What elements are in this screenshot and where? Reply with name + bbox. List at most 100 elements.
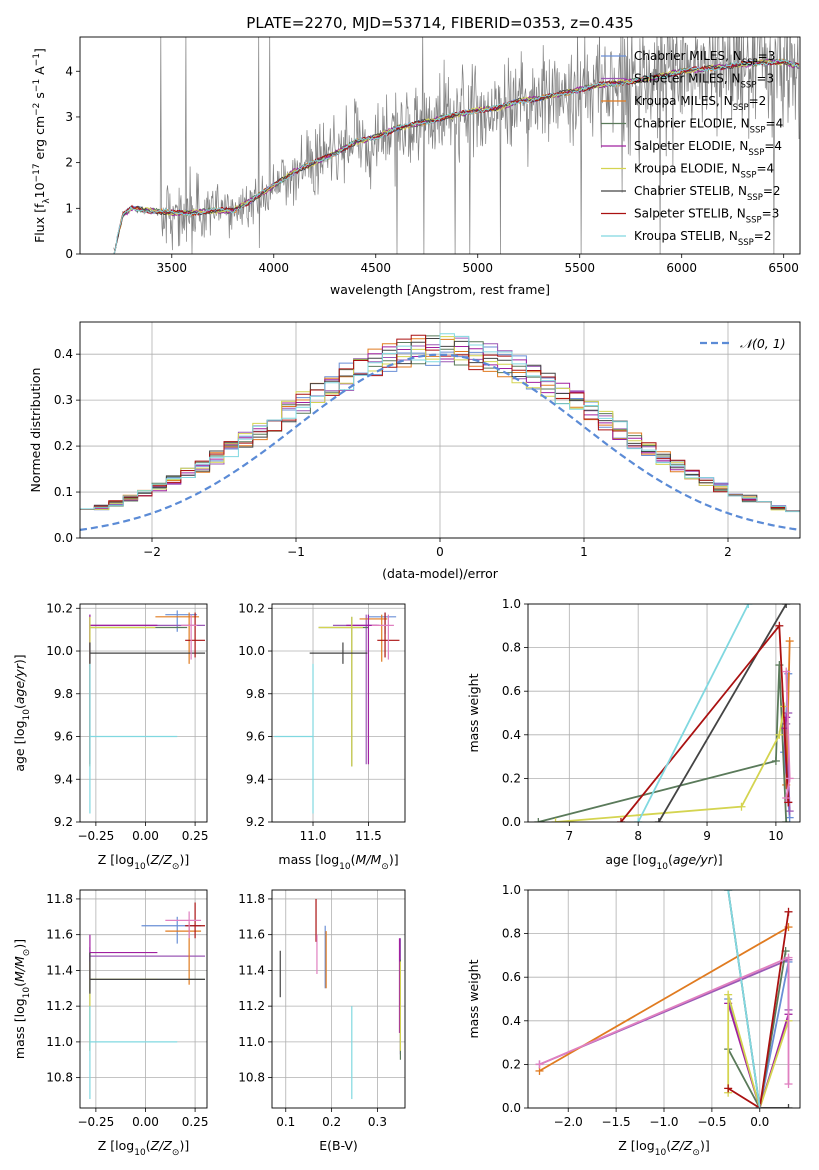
model-spectrum-3: [113, 58, 800, 254]
weight-line-6: [555, 706, 786, 822]
data-point: [274, 663, 314, 814]
y-tick-label: 0.4: [54, 347, 73, 361]
y-tick-label: 11.4: [46, 963, 73, 977]
model-spectrum-2: [113, 60, 800, 254]
x-tick-label: 5000: [462, 261, 493, 275]
y-tick-label: 0.8: [502, 927, 521, 941]
y-tick-label: 10.0: [238, 644, 265, 658]
panel-residuals: −2 −1 0 1 2 0.0 0.1 0.2 0.3 0.4 (data-model)/error…: [28, 321, 801, 581]
x-tick-label: 6000: [666, 261, 697, 275]
x-tick-label: −0.25: [77, 1115, 114, 1129]
y-tick-label: 10.2: [238, 601, 265, 615]
x-tick-label: 7: [565, 829, 573, 843]
data-point: [332, 614, 378, 765]
y-axis-label: mass weight: [466, 673, 481, 752]
plot-area-mass-vs-EBV: [279, 898, 402, 1100]
y-tick-label: 0.0: [502, 815, 521, 829]
x-tick-label: 2: [724, 545, 732, 559]
x-tick-label: 10: [768, 829, 783, 843]
y-tick-label: 9.2: [246, 815, 265, 829]
weight-marker: [654, 818, 663, 822]
y-tick-label: 0.1: [54, 485, 73, 499]
model-spectrum-4: [113, 58, 799, 254]
y-tick-label: 1.0: [502, 883, 521, 897]
x-axis-label: mass [log10(M/M⊙)]: [278, 852, 398, 872]
weight-marker: [784, 953, 793, 962]
weight-marker: [737, 802, 746, 811]
data-point: [309, 642, 368, 664]
y-tick-label: 10.2: [46, 601, 73, 615]
weight-marker: [784, 1104, 793, 1108]
x-tick-label: 11.0: [300, 829, 327, 843]
model-spectrum-8: [113, 59, 800, 254]
plot-area-mass-weight-vs-age: [534, 604, 794, 822]
x-tick-label: 4000: [258, 261, 289, 275]
plot-area-mass-weight-vs-Z: [535, 890, 793, 1108]
y-axis-label: mass [log10(M/M⊙)]: [12, 939, 32, 1059]
x-tick-label: 1: [580, 545, 588, 559]
y-tick-label: 11.6: [46, 928, 73, 942]
model-spectrum-9: [113, 58, 800, 254]
weight-line-8: [727, 911, 790, 1108]
weight-marker: [784, 798, 793, 807]
weight-line-4: [538, 664, 788, 822]
y-tick-label: 9.6: [246, 730, 265, 744]
axes-frame: [79, 889, 208, 1109]
data-point: [89, 614, 158, 765]
y-tick-label: 0.2: [502, 771, 521, 785]
axes-frame: [271, 889, 406, 1109]
weight-marker: [784, 1080, 793, 1089]
model-spectrum-6: [113, 58, 800, 254]
x-tick-label: 0.00: [132, 829, 159, 843]
y-tick-label: 0: [65, 247, 73, 261]
x-axis-label: age [log10(age/yr)]: [605, 852, 722, 872]
weight-line-8: [620, 623, 790, 822]
y-tick-label: 1: [65, 201, 73, 215]
legend-label: Chabrier STELIB, NSSP=2: [634, 184, 781, 203]
y-tick-label: 11.2: [46, 999, 73, 1013]
histogram-9: [80, 333, 800, 513]
y-tick-label: 9.8: [246, 687, 265, 701]
y-axis-label: Flux [fλ10−17 erg cm−2 s−1 A−1]: [32, 48, 52, 243]
figure-title: PLATE=2270, MJD=53714, FIBERID=0353, z=0…: [246, 14, 633, 32]
y-tick-label: 3: [65, 110, 73, 124]
y-tick-label: 11.2: [238, 999, 265, 1013]
x-tick-label: −2: [143, 545, 161, 559]
x-tick-label: 0.0: [750, 1115, 769, 1129]
y-tick-label: 10.8: [238, 1071, 265, 1085]
x-tick-label: 11.5: [355, 829, 382, 843]
weight-marker: [785, 774, 794, 783]
x-axis-label: Z [log10(Z/Z⊙)]: [98, 852, 189, 872]
legend-label: 𝒩(0, 1): [740, 336, 786, 351]
y-axis-label: age [log10(age/yr)]: [12, 654, 32, 771]
weight-marker: [785, 637, 794, 646]
y-tick-label: 2: [65, 156, 73, 170]
x-axis-label: (data-model)/error: [382, 566, 499, 581]
y-tick-label: 0.3: [54, 393, 73, 407]
y-tick-label: 11.0: [238, 1035, 265, 1049]
weight-marker: [724, 890, 733, 894]
plot-area-age-vs-mass: [274, 612, 400, 814]
legend: Chabrier MILES, NSSP=3 Salpeter MILES, NS…: [601, 49, 783, 248]
panel-mass-vs-EBV: 0.1 0.2 0.3 10.8 11.0 11.2 11.4 11.6 11.8 E(B-V): [238, 889, 406, 1153]
weight-line-7: [658, 604, 787, 822]
y-tick-label: 1.0: [502, 597, 521, 611]
weight-marker: [724, 1084, 733, 1093]
legend-label: Kroupa MILES, NSSP=2: [634, 94, 766, 113]
y-tick-label: 10.8: [46, 1071, 73, 1085]
weight-marker: [616, 818, 625, 822]
legend-label: Chabrier MILES, NSSP=3: [634, 49, 775, 68]
x-axis-label: Z [log10(Z/Z⊙)]: [98, 1138, 189, 1158]
data-point: [89, 934, 158, 980]
weight-marker: [782, 667, 791, 676]
data-point: [89, 952, 206, 994]
data-point: [155, 612, 200, 664]
x-tick-label: 0.00: [132, 1115, 159, 1129]
data-point: [318, 616, 369, 767]
y-tick-label: 9.2: [54, 815, 73, 829]
data-point: [185, 612, 206, 658]
data-point: [181, 614, 198, 660]
y-tick-label: 0.0: [502, 1101, 521, 1115]
x-tick-label: 4500: [360, 261, 391, 275]
data-point: [318, 616, 363, 767]
